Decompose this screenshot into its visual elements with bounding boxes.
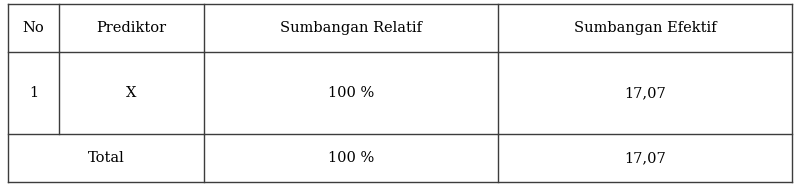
Text: No: No [22, 21, 44, 35]
Text: 100 %: 100 % [328, 86, 374, 100]
Text: X: X [126, 86, 137, 100]
Text: Prediktor: Prediktor [97, 21, 166, 35]
Text: Total: Total [88, 151, 124, 165]
Text: 1: 1 [29, 86, 38, 100]
Text: Sumbangan Efektif: Sumbangan Efektif [574, 21, 716, 35]
Text: 17,07: 17,07 [624, 151, 666, 165]
Text: Sumbangan Relatif: Sumbangan Relatif [280, 21, 422, 35]
Text: 100 %: 100 % [328, 151, 374, 165]
Text: 17,07: 17,07 [624, 86, 666, 100]
